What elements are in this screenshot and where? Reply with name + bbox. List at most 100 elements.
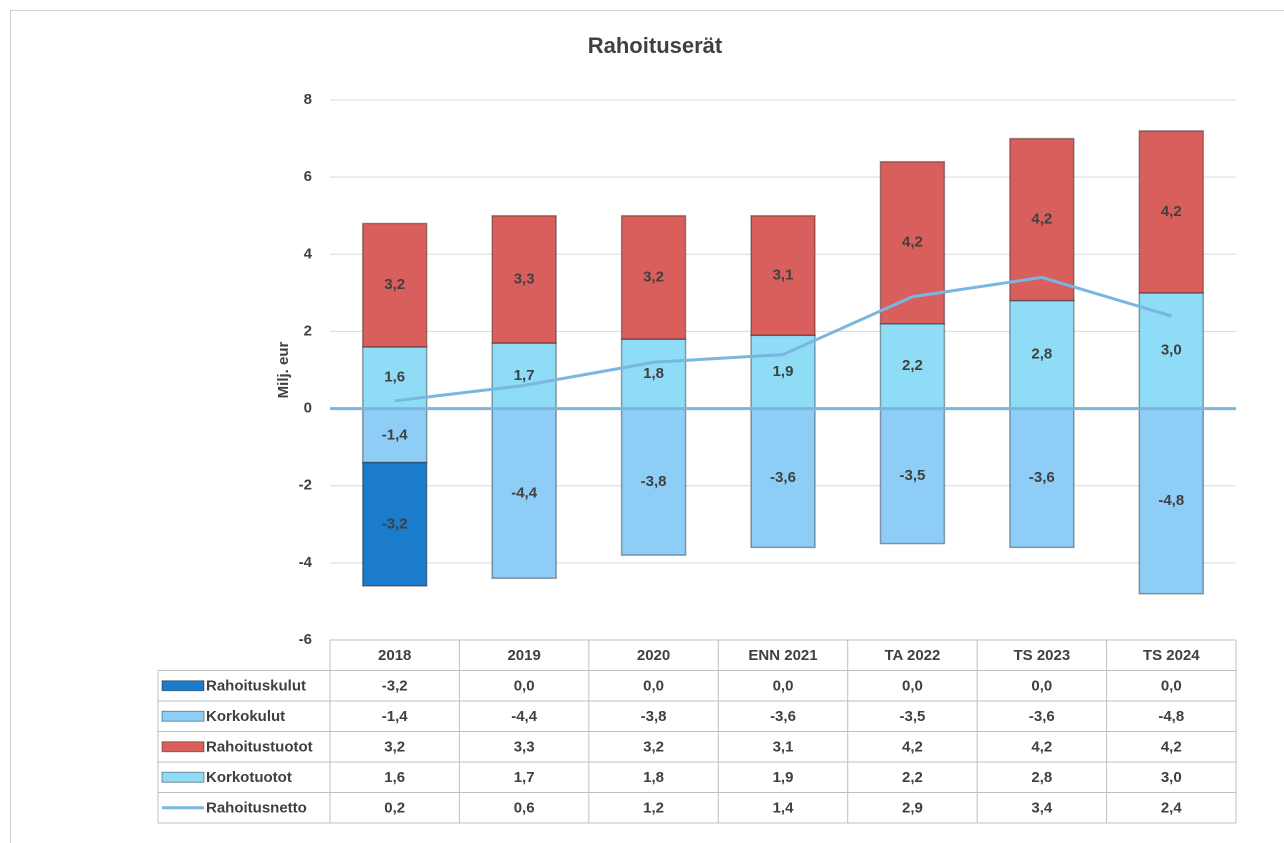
data-label: 4,2 xyxy=(1161,203,1182,220)
table-cell: -3,8 xyxy=(641,708,667,725)
table-cell: -3,5 xyxy=(899,708,925,725)
y-tick-label: -4 xyxy=(299,554,313,571)
data-label: 1,8 xyxy=(643,365,664,382)
table-cell: 1,7 xyxy=(514,769,535,786)
table-cell: 1,2 xyxy=(643,800,664,817)
table-cell: 0,0 xyxy=(1031,678,1052,695)
y-tick-label: 0 xyxy=(304,400,312,417)
data-label: 3,2 xyxy=(643,268,664,285)
table-header: TA 2022 xyxy=(884,647,940,664)
y-tick-label: 2 xyxy=(304,322,312,339)
y-tick-label: 4 xyxy=(304,245,313,262)
data-label: 3,1 xyxy=(773,266,794,283)
table-header: 2019 xyxy=(507,647,540,664)
table-header: 2020 xyxy=(637,647,670,664)
bar-segment xyxy=(750,407,816,549)
data-label: -3,6 xyxy=(770,469,796,486)
legend-label: Korkotuotot xyxy=(206,769,292,786)
y-tick-label: 8 xyxy=(304,91,312,108)
table-cell: 3,1 xyxy=(773,739,794,756)
table-header: TS 2023 xyxy=(1013,647,1070,664)
y-tick-label: -6 xyxy=(299,631,312,648)
table-cell: 2,9 xyxy=(902,800,923,817)
table-cell: 4,2 xyxy=(902,739,923,756)
bar-segment xyxy=(1009,137,1075,302)
bar-segment xyxy=(1138,130,1205,294)
table-cell: 0,6 xyxy=(514,800,535,817)
bar-segment xyxy=(620,214,687,340)
table-header: 2018 xyxy=(378,647,411,664)
bar-segment xyxy=(491,407,557,580)
table-cell: 4,2 xyxy=(1161,739,1182,756)
data-label: -3,2 xyxy=(382,515,408,532)
bar-segment xyxy=(1138,292,1205,410)
bar-segment xyxy=(620,407,687,556)
data-label: -3,6 xyxy=(1029,469,1055,486)
table-cell: 1,8 xyxy=(643,769,664,786)
table-cell: 3,2 xyxy=(643,739,664,756)
data-label: -1,4 xyxy=(382,427,409,444)
y-tick-label: -2 xyxy=(299,477,312,494)
y-axis-label: Milj. eur xyxy=(275,342,292,399)
data-label: -4,8 xyxy=(1158,492,1184,509)
table-cell: -4,4 xyxy=(511,708,538,725)
table-cell: 2,8 xyxy=(1031,769,1052,786)
data-label: 1,6 xyxy=(384,369,405,386)
data-label: 1,7 xyxy=(514,367,535,384)
table-cell: 3,3 xyxy=(514,739,535,756)
table-header: ENN 2021 xyxy=(748,647,817,664)
data-label: 1,9 xyxy=(773,363,794,380)
bar-segment xyxy=(879,322,946,410)
legend-label: Rahoituskulut xyxy=(206,678,306,695)
legend-label: Rahoitusnetto xyxy=(206,800,307,817)
table-cell: 0,0 xyxy=(1161,678,1182,695)
legend-swatch xyxy=(161,680,205,692)
table-cell: 1,9 xyxy=(773,769,794,786)
table-cell: 0,0 xyxy=(514,678,535,695)
bar-segment xyxy=(750,214,816,337)
table-cell: 1,6 xyxy=(384,769,405,786)
bar-segment xyxy=(361,461,428,587)
table-cell: -3,6 xyxy=(1029,708,1055,725)
table-cell: -3,6 xyxy=(770,708,796,725)
data-label: 4,2 xyxy=(1031,211,1052,228)
legend-label: Rahoitustuotot xyxy=(206,739,313,756)
y-tick-label: 6 xyxy=(304,168,312,185)
legend-swatch xyxy=(161,710,205,722)
bar-segment xyxy=(1138,407,1205,595)
table-cell: 4,2 xyxy=(1031,739,1052,756)
line-series xyxy=(394,275,1172,403)
legend-label: Korkokulut xyxy=(206,708,285,725)
table-header: TS 2024 xyxy=(1143,647,1200,664)
legend-swatch xyxy=(161,771,205,783)
data-label: 3,0 xyxy=(1161,342,1182,359)
table-cell: 2,4 xyxy=(1161,800,1183,817)
bar-segment xyxy=(1009,299,1075,410)
table-cell: 0,0 xyxy=(902,678,923,695)
table-cell: 0,0 xyxy=(773,678,794,695)
table-cell: 1,4 xyxy=(773,800,795,817)
bar-segment xyxy=(361,407,428,464)
chart-title: Rahoituserät xyxy=(588,33,723,58)
table-cell: 3,0 xyxy=(1161,769,1182,786)
data-label: 4,2 xyxy=(902,234,923,251)
data-label: -3,8 xyxy=(641,473,667,490)
table-cell: -4,8 xyxy=(1158,708,1184,725)
table-cell: 3,4 xyxy=(1031,800,1053,817)
data-label: 2,2 xyxy=(902,357,923,374)
table-cell: -1,4 xyxy=(382,708,409,725)
table-cell: 2,2 xyxy=(902,769,923,786)
data-label: 3,2 xyxy=(384,276,405,293)
data-label: -3,5 xyxy=(899,467,925,484)
table-cell: 0,2 xyxy=(384,800,405,817)
table-cell: 0,0 xyxy=(643,678,664,695)
data-label: 2,8 xyxy=(1031,346,1052,363)
data-label: -4,4 xyxy=(511,484,538,501)
data-label: 3,3 xyxy=(514,270,535,287)
bar-segment xyxy=(491,214,557,344)
table-cell: -3,2 xyxy=(382,678,408,695)
bar-segment xyxy=(361,222,428,348)
legend-swatch xyxy=(161,741,205,753)
bar-segment xyxy=(1009,407,1075,549)
